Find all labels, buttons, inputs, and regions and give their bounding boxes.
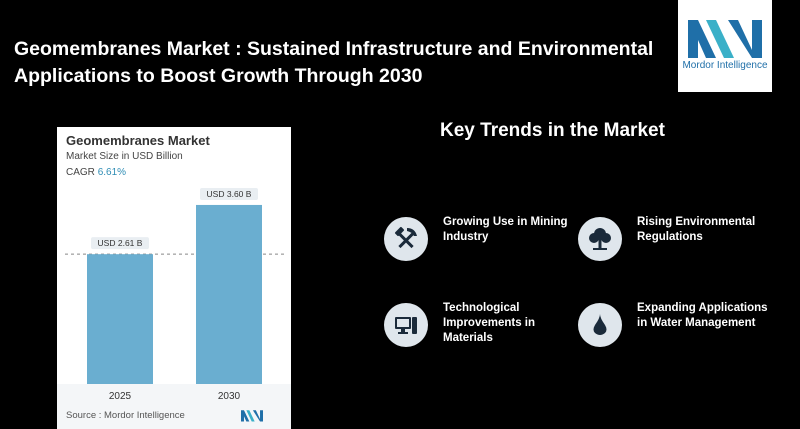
water-drop-icon [593,314,607,335]
trends-title: Key Trends in the Market [440,120,665,141]
data-label: USD 3.60 B [207,189,252,199]
cagr: CAGR 6.61% [66,167,126,178]
hammer-pick-icon [394,226,417,249]
headline-line-2: Applications to Boost Growth Through 203… [14,65,423,87]
source-text: Source : Mordor Intelligence [66,410,185,421]
chart-footer-band [57,384,291,429]
bar-2030 [196,204,262,384]
x-tick-label: 2030 [218,391,241,402]
data-label: USD 2.61 B [98,238,143,248]
trend-item-materials: Technological Improvements in Materials [384,302,584,363]
trend-label: Technological Improvements in Materials [443,302,536,344]
headline-line-1: Geomembranes Market : Sustained Infrastr… [14,38,654,60]
trend-icon-circle [384,303,428,347]
trend-icon-circle [384,217,428,261]
trend-icon-circle [578,217,622,261]
logo-text: Mordor Intelligence [682,60,768,71]
trend-label: Expanding Applications in Water Manageme… [637,302,768,329]
trend-item-water: Expanding Applications in Water Manageme… [578,302,778,363]
card-subtitle: Market Size in USD Billion [66,151,183,162]
tree-icon [589,228,611,250]
source-logo-icon [241,410,263,422]
page-headline: Geomembranes Market : Sustained Infrastr… [14,36,664,90]
x-tick-label: 2025 [109,391,132,402]
trend-item-regulations: Rising Environmental Regulations [578,216,778,277]
data-label-bg [200,187,258,200]
trend-label: Rising Environmental Regulations [637,216,756,243]
cagr-label: CAGR [66,167,95,178]
market-card: USD 2.61 B 2025 USD 3.60 B 2030 Geomembrane… [57,127,291,429]
mordor-logo: Mordor Intelligence [678,0,772,92]
trend-label: Growing Use in Mining Industry [443,216,568,243]
data-label-bg [91,237,149,250]
card-title: Geomembranes Market [66,133,210,148]
mordor-logo-mark-icon [688,20,762,58]
trend-item-mining: Growing Use in Mining Industry [384,216,584,277]
cagr-value: 6.61% [97,167,127,178]
bar-2025 [87,254,153,384]
computer-icon [395,317,417,334]
trend-icon-circle [578,303,622,347]
